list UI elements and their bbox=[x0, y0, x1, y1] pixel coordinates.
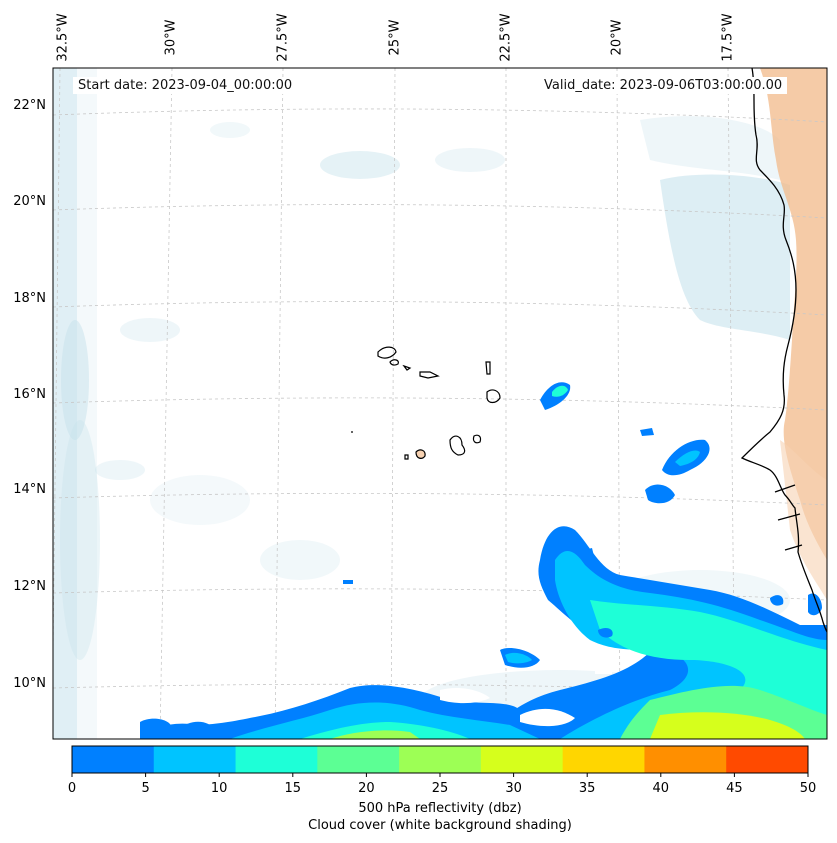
colorbar-segment bbox=[726, 746, 809, 773]
lon-label-30w: 30°W bbox=[163, 19, 179, 56]
valid-date-label: Valid_date: 2023-09-06T03:00:00.00 bbox=[539, 77, 788, 94]
island-santiago bbox=[449, 435, 466, 456]
island-sao-vicente bbox=[389, 359, 399, 366]
cape-verde-islands bbox=[351, 346, 501, 460]
lat-label-16n: 16°N bbox=[13, 387, 46, 402]
lon-label-25w: 25°W bbox=[387, 19, 403, 56]
reflectivity-field bbox=[53, 382, 827, 739]
colorbar-tick-45: 45 bbox=[726, 781, 743, 796]
colorbar-segment bbox=[317, 746, 400, 773]
island-santo-antao bbox=[377, 346, 397, 359]
colorbar-segment bbox=[399, 746, 482, 773]
colorbar-tick-50: 50 bbox=[799, 781, 817, 796]
land-shading bbox=[760, 68, 827, 600]
colorbar-subtitle: Cloud cover (white background shading) bbox=[308, 818, 572, 833]
island-sao-nicolau bbox=[419, 371, 440, 379]
lon-label-27-5w: 27.5°W bbox=[275, 13, 291, 62]
colorbar-tick-25: 25 bbox=[431, 781, 449, 796]
lon-label-20w: 20°W bbox=[609, 19, 625, 56]
island-fogo bbox=[415, 449, 426, 459]
island-boa-vista bbox=[486, 389, 501, 404]
colorbar-segment bbox=[480, 746, 564, 773]
colorbar-segment bbox=[153, 746, 237, 773]
map-frame bbox=[52, 67, 828, 740]
lat-label-10n: 10°N bbox=[13, 676, 46, 691]
lat-label-20n: 20°N bbox=[13, 194, 46, 209]
colorbar-title: 500 hPa reflectivity (dbz) bbox=[358, 801, 522, 816]
lat-label-18n: 18°N bbox=[13, 291, 46, 306]
colorbar-segment bbox=[235, 746, 318, 773]
lon-label-17-5w: 17.5°W bbox=[720, 13, 736, 62]
colorbar-tick-5: 5 bbox=[141, 781, 150, 796]
start-date-label: Start date: 2023-09-04_00:00:00 bbox=[73, 77, 298, 94]
lat-label-12n: 12°N bbox=[13, 579, 46, 594]
colorbar-tick-30: 30 bbox=[505, 781, 522, 796]
lat-label-22n: 22°N bbox=[13, 98, 46, 113]
colorbar-segment bbox=[644, 746, 727, 773]
colorbar-tick-15: 15 bbox=[284, 781, 302, 796]
island-sal bbox=[485, 361, 491, 375]
lon-label-22-5w: 22.5°W bbox=[498, 13, 514, 62]
colorbar-segment bbox=[72, 746, 155, 773]
colorbar-tick-0: 0 bbox=[67, 781, 77, 796]
coastline bbox=[740, 68, 827, 633]
colorbar-tick-10: 10 bbox=[210, 781, 228, 796]
island-brava bbox=[404, 454, 409, 460]
island-maio bbox=[472, 434, 482, 444]
colorbar bbox=[71, 745, 809, 777]
colorbar-tick-20: 20 bbox=[358, 781, 375, 796]
colorbar-tick-35: 35 bbox=[578, 781, 596, 796]
lat-label-14n: 14°N bbox=[13, 482, 46, 497]
island-santa-luzia bbox=[402, 364, 412, 371]
colorbar-segment bbox=[562, 746, 645, 773]
lon-label-32-5w: 32.5°W bbox=[55, 13, 71, 62]
colorbar-tick-40: 40 bbox=[652, 781, 670, 796]
